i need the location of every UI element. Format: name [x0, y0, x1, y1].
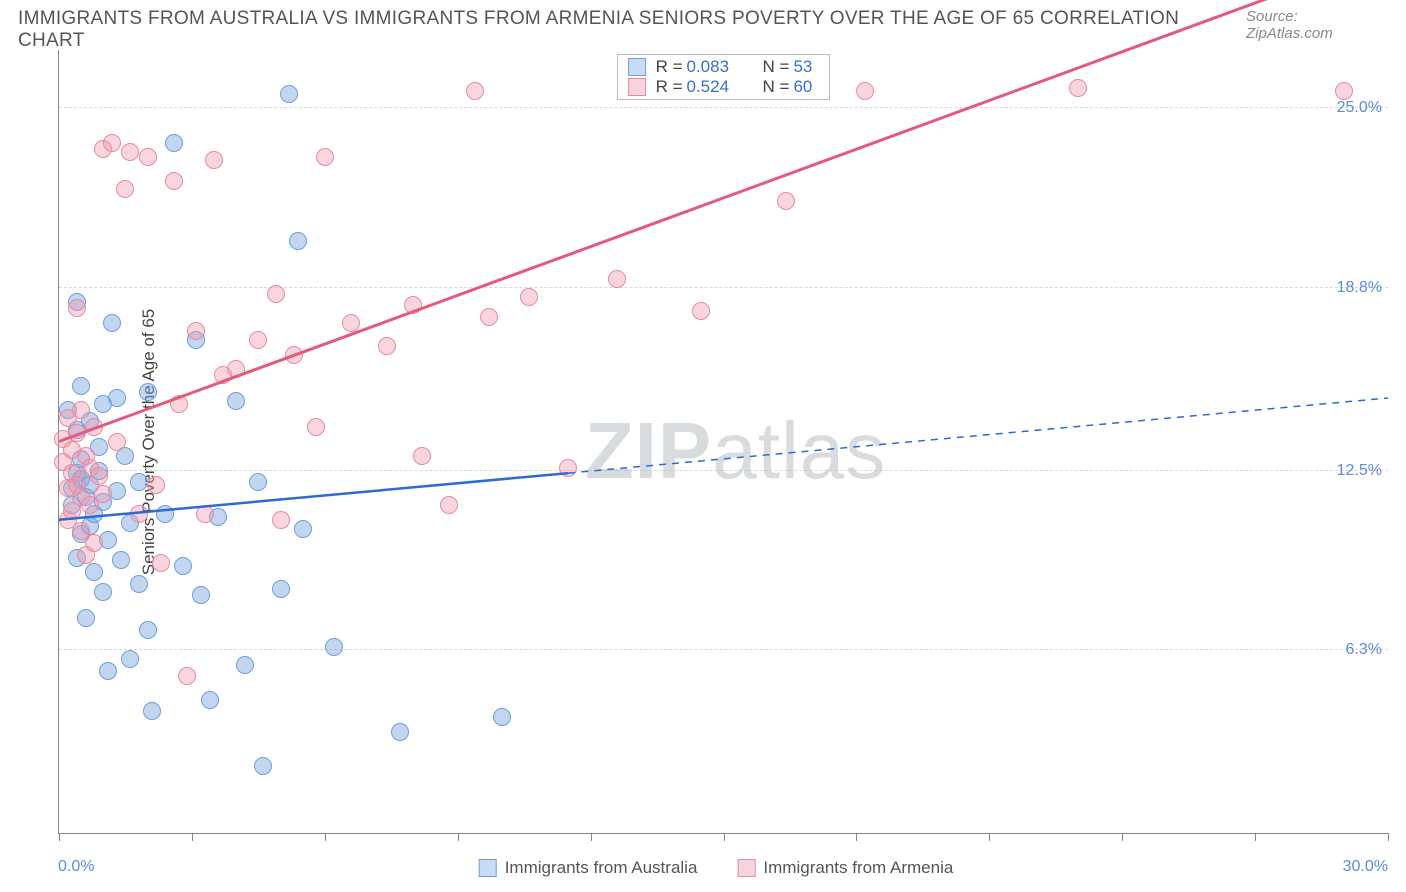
x-tick [1255, 833, 1256, 841]
x-axis-min-label: 0.0% [58, 858, 94, 876]
source-attribution: Source: ZipAtlas.com [1246, 8, 1388, 42]
n-value: 60 [793, 77, 819, 97]
x-tick [325, 833, 326, 841]
n-label: N = [763, 77, 790, 97]
scatter-plot: ZIPatlas R =0.083N =53R =0.524N =60 6.3%… [58, 50, 1388, 834]
x-tick [458, 833, 459, 841]
legend-label: Immigrants from Australia [505, 858, 698, 878]
r-label: R = [656, 57, 683, 77]
trend-lines-layer [59, 50, 1388, 833]
correlation-legend-row-aus: R =0.083 N =53 [618, 57, 830, 77]
r-value: 0.524 [687, 77, 741, 97]
series-legend: Immigrants from Australia Immigrants from… [479, 858, 954, 878]
x-tick [1388, 833, 1389, 841]
correlation-legend: R =0.083 N =53 R =0.524 N =60 [617, 54, 831, 100]
chart-container: Seniors Poverty Over the Age of 65 ZIPat… [44, 50, 1388, 834]
source-name: ZipAtlas.com [1246, 25, 1333, 42]
legend-item-arm: Immigrants from Armenia [737, 858, 953, 878]
legend-swatch-icon [737, 859, 755, 877]
r-value: 0.083 [687, 57, 741, 77]
x-tick [59, 833, 60, 841]
n-value: 53 [793, 57, 819, 77]
x-tick [1122, 833, 1123, 841]
correlation-legend-row-arm: R =0.524 N =60 [618, 77, 830, 97]
source-prefix: Source: [1246, 8, 1298, 25]
legend-swatch-icon [628, 58, 646, 76]
x-tick [989, 833, 990, 841]
n-label: N = [763, 57, 790, 77]
x-axis-max-label: 30.0% [1343, 858, 1388, 876]
legend-swatch-icon [628, 78, 646, 96]
r-label: R = [656, 77, 683, 97]
x-tick [591, 833, 592, 841]
x-tick [856, 833, 857, 841]
x-tick [724, 833, 725, 841]
x-tick [192, 833, 193, 841]
trend-line-aus [59, 473, 568, 520]
trend-line-aus-dashed [568, 398, 1388, 473]
legend-swatch-icon [479, 859, 497, 877]
legend-item-aus: Immigrants from Australia [479, 858, 698, 878]
legend-label: Immigrants from Armenia [763, 858, 953, 878]
chart-title: IMMIGRANTS FROM AUSTRALIA VS IMMIGRANTS … [18, 8, 1246, 52]
